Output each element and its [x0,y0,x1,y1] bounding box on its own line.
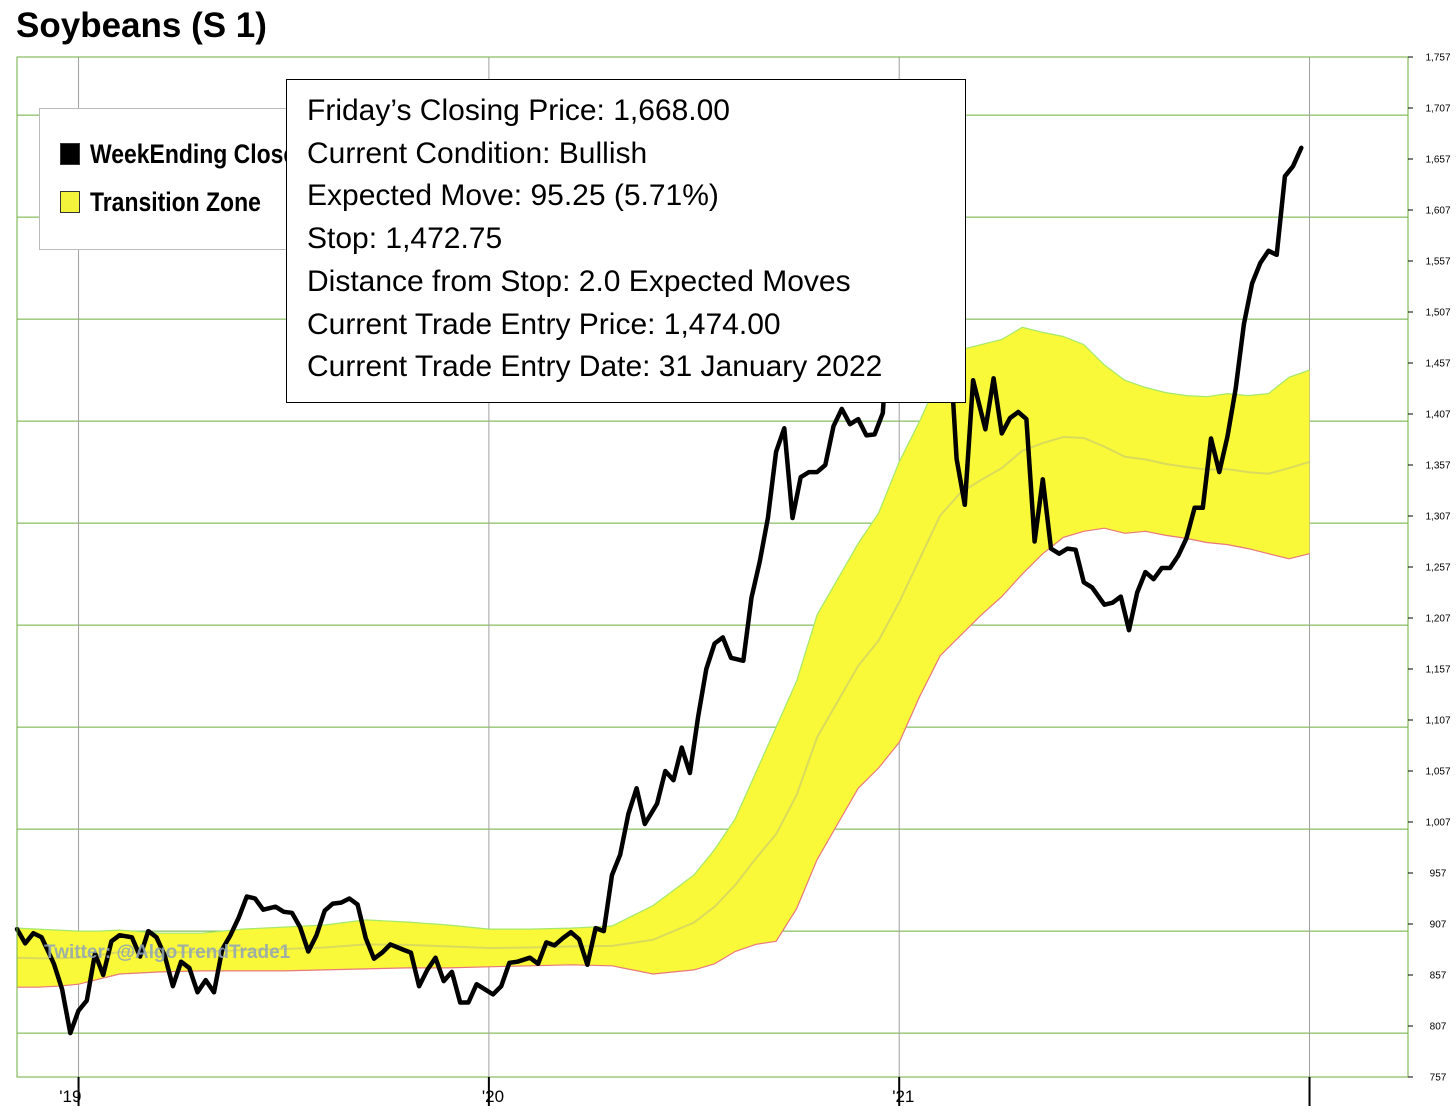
watermark-text: Twitter: @AlgoTrendTrade1 [44,942,291,963]
info-box: Friday’s Closing Price: 1,668.00 Current… [286,79,966,403]
weekending-close-line [14,145,1304,1036]
y-tick-label-907: 907 [1430,920,1447,931]
y-tick-label-1557: 1,557 [1425,257,1450,268]
y-tick-label-757: 757 [1430,1073,1447,1084]
y-tick-label-1457: 1,457 [1425,359,1450,370]
info-expected-move: Expected Move: 95.25 (5.71%) [307,179,719,213]
x-tick-label-0: '19 [59,1087,81,1106]
chart-legend: WeekEnding Close Transition Zone [39,108,301,250]
y-tick-label-1107: 1,107 [1425,716,1450,727]
y-tick-label-1307: 1,307 [1425,512,1450,523]
y-tick-label-1207: 1,207 [1425,614,1450,625]
info-condition: Current Condition: Bullish [307,136,648,170]
y-tick-label-857: 857 [1430,971,1447,982]
page-title: Soybeans (S 1) [16,6,267,45]
transition-zone [16,326,1310,988]
y-tick-label-1057: 1,057 [1425,767,1450,778]
x-tick-label-2: '21 [892,1087,914,1106]
y-axis: 757 807 857 907 957 1,007 1,057 1,107 1,157 1,207… [1408,53,1451,1084]
info-stop: Stop: 1,472.75 [307,222,503,256]
y-tick-label-1357: 1,357 [1425,461,1450,472]
y-tick-label-1157: 1,157 [1425,665,1450,676]
y-tick-label-1507: 1,507 [1425,308,1450,319]
y-tick-label-1757: 1,757 [1425,53,1450,64]
x-axis: '19 '20 '21 [59,1077,1311,1106]
legend-item-zone: Transition Zone [60,187,291,217]
y-tick-label-957: 957 [1430,869,1447,880]
legend-item-close: WeekEnding Close [60,139,333,169]
y-tick-label-1007: 1,007 [1425,818,1450,829]
info-entry-date: Current Trade Entry Date: 31 January 202… [307,350,883,384]
legend-label-zone: Transition Zone [90,186,261,217]
transition-zone-midline [16,435,1310,960]
y-tick-label-1607: 1,607 [1425,206,1450,217]
info-distance-from-stop: Distance from Stop: 2.0 Expected Moves [307,264,851,298]
transition-zone-band [17,327,1310,988]
legend-swatch-zone [60,191,80,213]
y-tick-label-1707: 1,707 [1425,104,1450,115]
y-tick-label-807: 807 [1430,1022,1447,1033]
transition-zone-upper-edge [16,326,1310,934]
transition-zone-lower-edge [17,527,1310,988]
legend-swatch-close [60,143,80,165]
y-tick-label-1657: 1,657 [1425,155,1450,166]
legend-label-close: WeekEnding Close [90,138,297,169]
x-tick-label-1: '20 [482,1087,504,1106]
info-entry-price: Current Trade Entry Price: 1,474.00 [307,307,781,341]
info-closing-price: Friday’s Closing Price: 1,668.00 [307,94,730,127]
y-tick-label-1407: 1,407 [1425,410,1450,421]
y-tick-label-1257: 1,257 [1425,563,1450,574]
weekending-close-path [14,145,1304,1036]
